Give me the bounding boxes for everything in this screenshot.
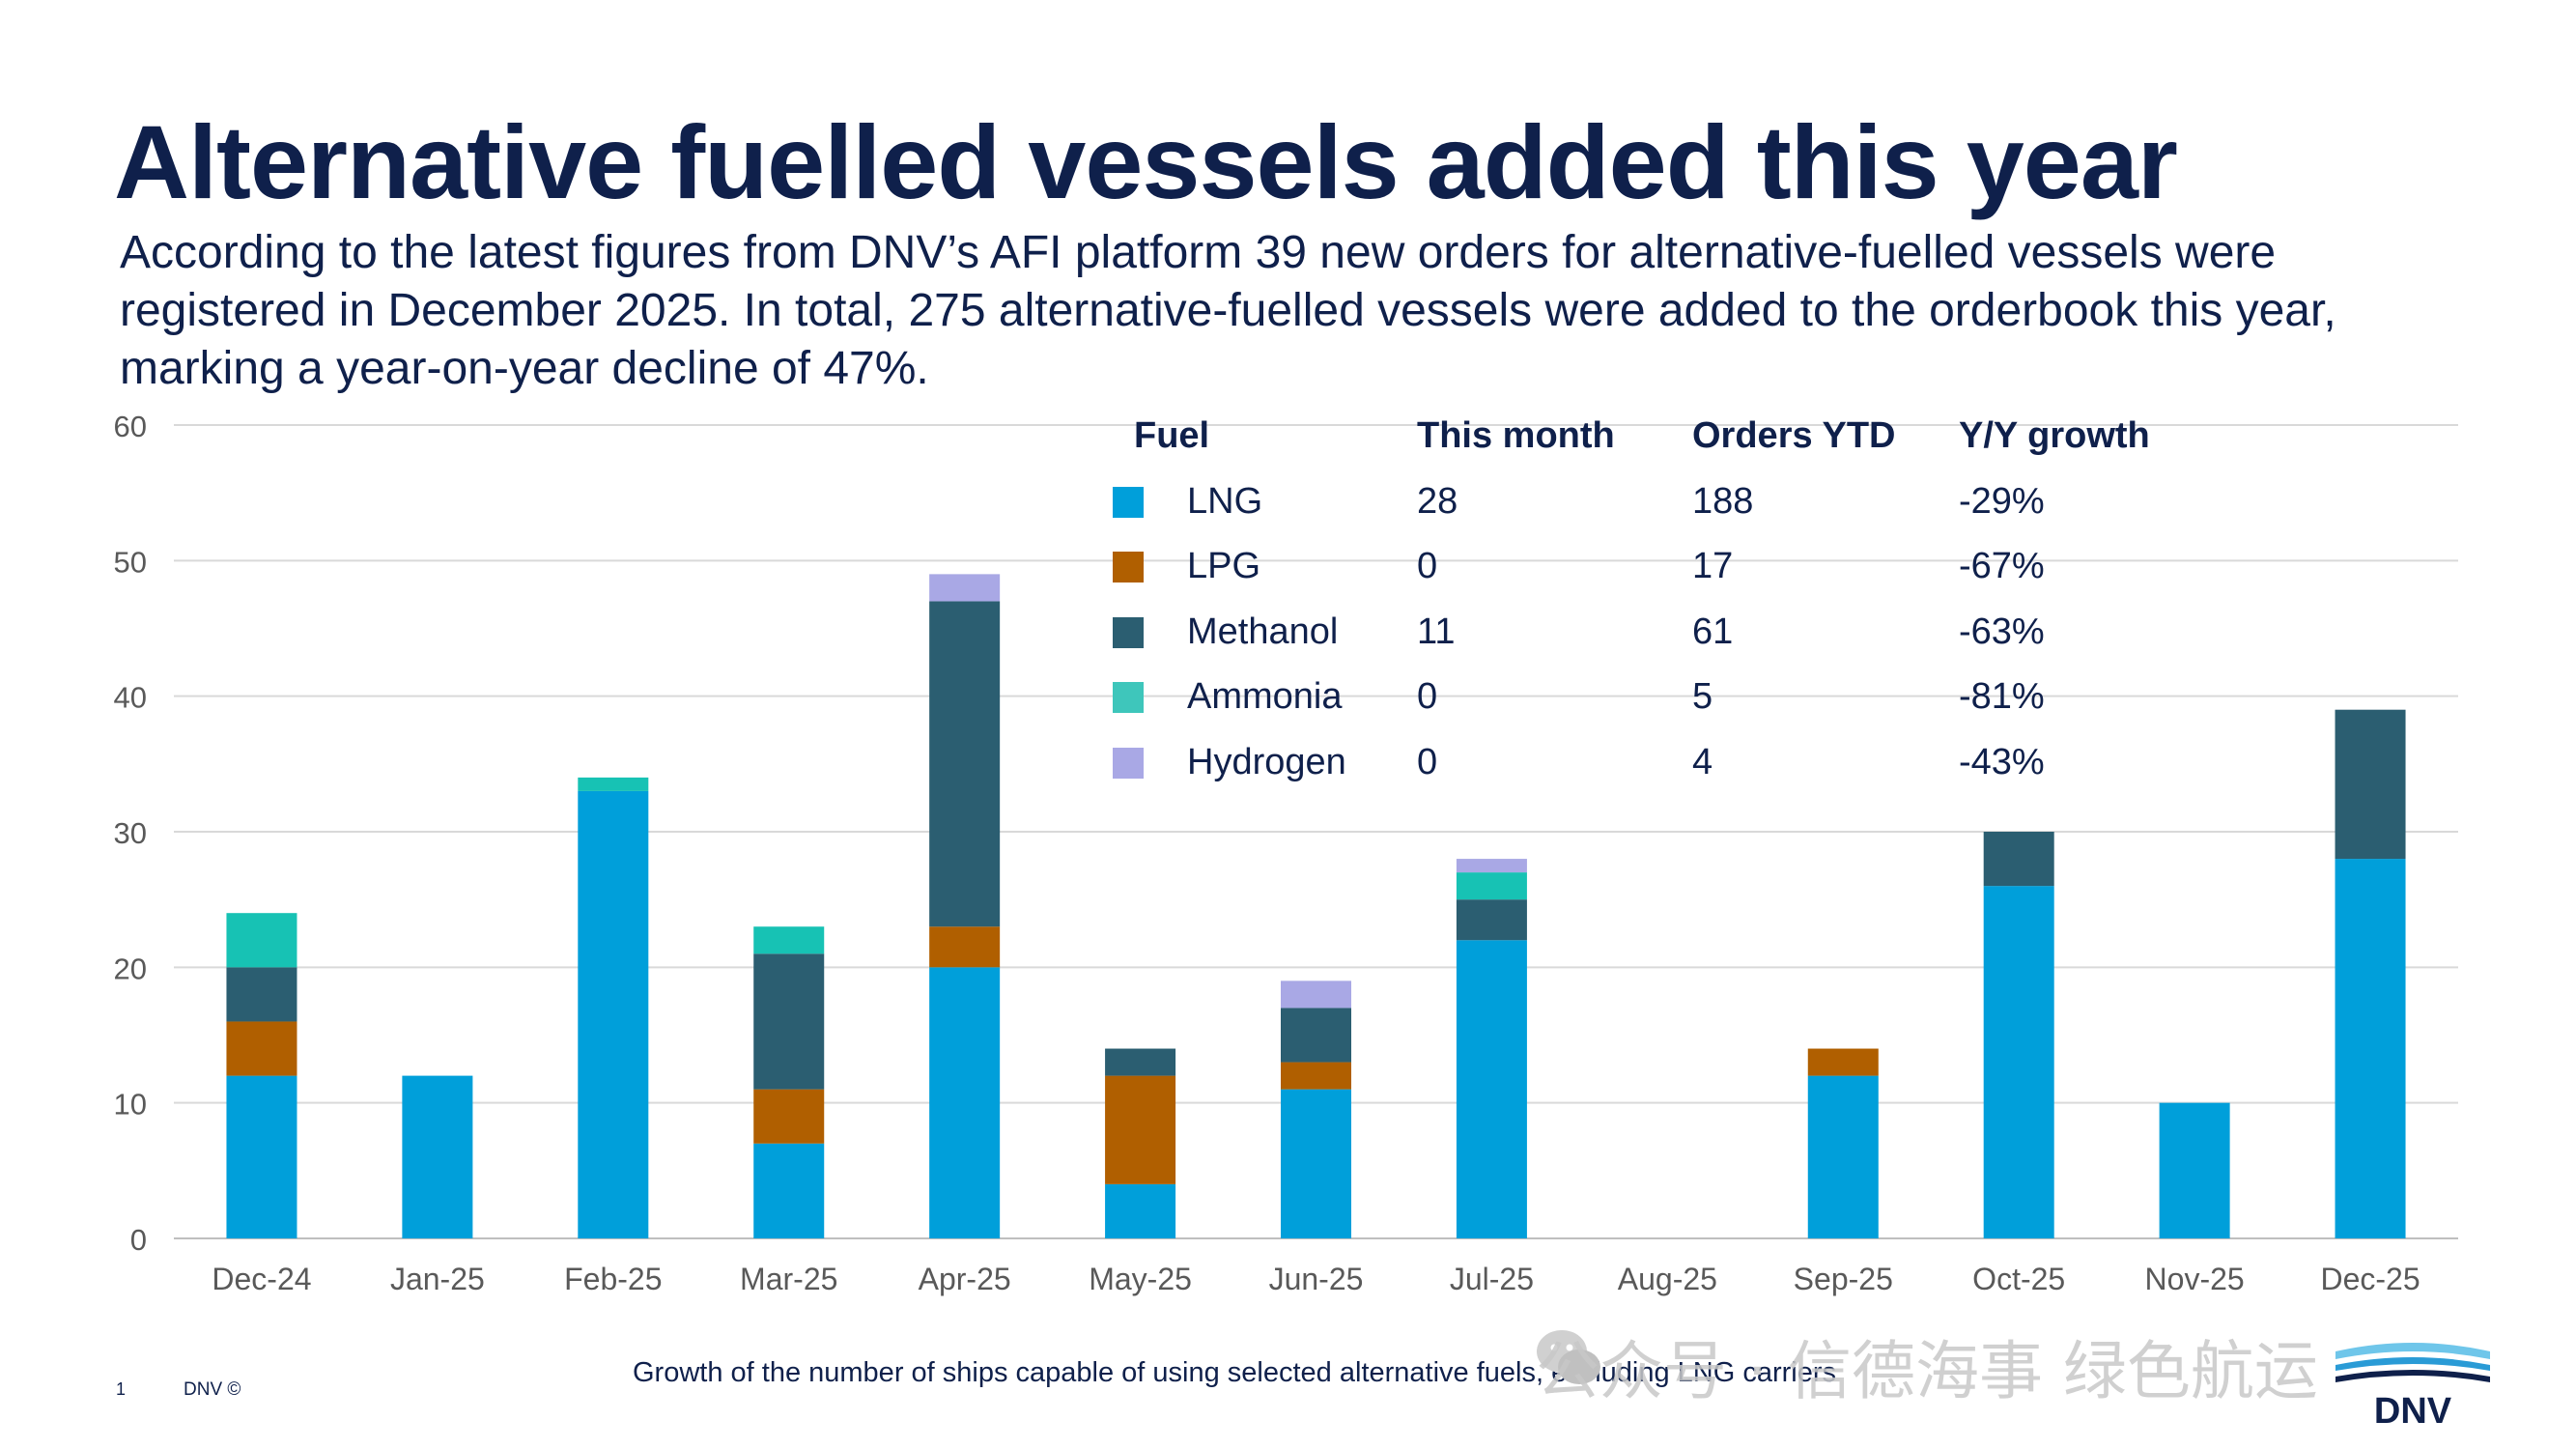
- page-title: Alternative fuelled vessels added this y…: [114, 103, 2178, 220]
- table-row: LPG 0 17 -67%: [1113, 546, 2175, 611]
- bar-segment-hydrogen: [929, 574, 1001, 602]
- bar-segment-lpg: [753, 1089, 825, 1144]
- chart-footnote: Growth of the number of ships capable of…: [633, 1357, 1837, 1388]
- y-tick-label: 40: [114, 681, 147, 715]
- bar-segment-lng: [753, 1143, 825, 1238]
- bar-segment-methanol: [2335, 709, 2406, 860]
- y-tick-label: 50: [114, 545, 147, 579]
- bar-segment-lng: [402, 1075, 473, 1238]
- bar-segment-methanol: [1281, 1008, 1351, 1063]
- yy-growth-value: -63%: [1959, 611, 2045, 652]
- x-tick-label: Sep-25: [1794, 1262, 1893, 1296]
- orders-ytd-value: 188: [1692, 481, 1754, 522]
- bar-segment-ammonia: [226, 913, 297, 968]
- bar-segment-lng: [226, 1075, 297, 1238]
- bar-segment-methanol: [753, 953, 825, 1090]
- watermark-text: 公众号 · 信德海事 绿色航运: [1536, 1334, 2318, 1408]
- x-tick-label: Jul-25: [1450, 1262, 1534, 1296]
- x-tick-label: Oct-25: [1972, 1262, 2065, 1296]
- header-orders-ytd: Orders YTD: [1692, 415, 1896, 456]
- bar-segment-lpg: [1807, 1048, 1879, 1076]
- header-yy-growth: Y/Y growth: [1959, 415, 2150, 456]
- table-row: Hydrogen 0 4 -43%: [1113, 742, 2175, 807]
- table-row: Methanol 11 61 -63%: [1113, 611, 2175, 676]
- x-tick-label: Mar-25: [740, 1262, 837, 1296]
- bar-segment-lng: [1983, 886, 2054, 1238]
- bar-segment-ammonia: [1456, 872, 1527, 900]
- orders-ytd-value: 17: [1692, 546, 1734, 586]
- bar-segment-lng: [2159, 1102, 2230, 1238]
- this-month-value: 28: [1417, 481, 1458, 522]
- this-month-value: 0: [1417, 546, 1438, 586]
- bar-segment-ammonia: [578, 777, 649, 791]
- bar-segment-lng: [1456, 940, 1527, 1238]
- legend-swatch-lpg: [1113, 552, 1144, 582]
- wechat-icon: [1537, 1330, 1600, 1384]
- legend-swatch-ammonia: [1113, 682, 1144, 713]
- y-tick-label: 30: [114, 816, 147, 850]
- yy-growth-value: -29%: [1959, 481, 2045, 522]
- x-tick-label: Aug-25: [1618, 1262, 1717, 1296]
- y-tick-label: 60: [114, 410, 147, 443]
- page-number: 1: [116, 1379, 127, 1399]
- bar-segment-methanol: [929, 601, 1001, 927]
- bar-segment-lng: [578, 790, 649, 1238]
- bar-segment-methanol: [1456, 899, 1527, 941]
- bar-segment-methanol: [1983, 832, 2054, 887]
- x-tick-label: Apr-25: [919, 1262, 1011, 1296]
- bar-segment-lng: [1281, 1089, 1351, 1238]
- bar-segment-methanol: [226, 967, 297, 1022]
- bar-segment-lpg: [929, 926, 1001, 968]
- x-tick-label: Nov-25: [2145, 1262, 2245, 1296]
- bar-segment-lpg: [1105, 1075, 1176, 1184]
- bar-segment-methanol: [1105, 1048, 1176, 1076]
- y-tick-label: 20: [114, 952, 147, 985]
- bar-segment-lpg: [226, 1021, 297, 1076]
- this-month-value: 0: [1417, 676, 1438, 717]
- orders-ytd-value: 61: [1692, 611, 1734, 652]
- copyright-text: DNV ©: [184, 1379, 241, 1400]
- this-month-value: 0: [1417, 742, 1438, 782]
- yy-growth-value: -43%: [1959, 742, 2045, 782]
- orders-ytd-value: 5: [1692, 676, 1713, 717]
- bar-segment-lng: [1807, 1075, 1879, 1238]
- fuel-name: Hydrogen: [1187, 742, 1346, 782]
- table-row: Ammonia 0 5 -81%: [1113, 676, 2175, 741]
- fuel-name: Ammonia: [1187, 676, 1343, 717]
- bar-segment-lng: [929, 967, 1001, 1238]
- yy-growth-value: -67%: [1959, 546, 2045, 586]
- header-this-month: This month: [1417, 415, 1615, 456]
- yy-growth-value: -81%: [1959, 676, 2045, 717]
- header-fuel: Fuel: [1134, 415, 1210, 456]
- orders-ytd-value: 4: [1692, 742, 1713, 782]
- y-tick-label: 0: [130, 1223, 147, 1257]
- bar-segment-ammonia: [753, 926, 825, 954]
- legend-swatch-methanol: [1113, 617, 1144, 648]
- x-tick-label: Jan-25: [390, 1262, 485, 1296]
- bar-segment-hydrogen: [1456, 859, 1527, 873]
- this-month-value: 11: [1417, 611, 1456, 652]
- table-row: LNG 28 188 -29%: [1113, 481, 2175, 546]
- legend-swatch-lng: [1113, 487, 1144, 518]
- x-tick-label: Dec-25: [2320, 1262, 2420, 1296]
- legend-swatch-hydrogen: [1113, 748, 1144, 779]
- dnv-logo: DNV: [2335, 1343, 2490, 1432]
- y-tick-label: 10: [114, 1088, 147, 1122]
- table-header-row: Fuel This month Orders YTD Y/Y growth: [1113, 415, 2175, 480]
- bar-segment-hydrogen: [1281, 980, 1351, 1009]
- x-tick-label: Jun-25: [1269, 1262, 1364, 1296]
- bar-segment-lng: [2335, 859, 2406, 1238]
- fuel-name: LPG: [1187, 546, 1261, 586]
- dnv-logo-text: DNV: [2374, 1391, 2452, 1432]
- x-tick-label: May-25: [1089, 1262, 1192, 1296]
- page-subtitle: According to the latest figures from DNV…: [120, 227, 2336, 394]
- x-tick-label: Feb-25: [564, 1262, 662, 1296]
- fuel-name: LNG: [1187, 481, 1263, 522]
- bar-segment-lng: [1105, 1183, 1176, 1238]
- fuel-name: Methanol: [1187, 611, 1339, 652]
- x-tick-label: Dec-24: [212, 1262, 311, 1296]
- bar-segment-lpg: [1281, 1062, 1351, 1090]
